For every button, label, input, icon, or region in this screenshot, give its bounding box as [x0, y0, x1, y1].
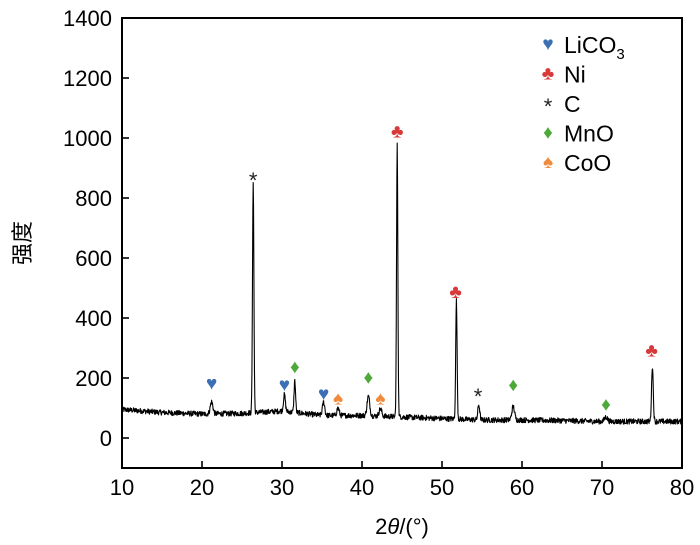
y-tick-label: 200: [75, 366, 112, 391]
x-tick-label: 20: [190, 475, 214, 500]
y-tick-label: 1400: [63, 6, 112, 31]
peak-marker: ♦: [508, 375, 518, 396]
legend-label: Ni: [564, 62, 586, 88]
legend-label-text: C: [564, 91, 581, 117]
legend-label-text: MnO: [564, 121, 614, 147]
peak-marker: ♣: [391, 122, 403, 143]
axis-ticks: 10 20 30 40 50 60 70 80020040060080010001200140…: [63, 6, 694, 500]
legend-label: C: [564, 91, 581, 117]
y-tick-label: 1000: [63, 126, 112, 151]
peak-marker: ♣: [645, 341, 657, 362]
x-tick-label: 30: [270, 475, 294, 500]
peak-marker: ♣: [449, 282, 461, 303]
x-axis-title: 2θ/(°): [375, 514, 429, 539]
y-tick-label: 0: [100, 426, 112, 451]
peak-marker: ♥: [279, 375, 290, 396]
peak-marker: *: [249, 168, 258, 193]
plot-frame: [121, 17, 683, 469]
x-tick-label: 40: [350, 475, 374, 500]
x-tick-label: 60: [510, 475, 534, 500]
peak-marker: ♥: [206, 374, 217, 395]
y-tick-label: 800: [75, 186, 112, 211]
x-tick-label: 10: [110, 475, 134, 500]
peak-markers: ♥*♥♦♥ ♠♦♠♣♣* ♦♦♣: [206, 122, 658, 416]
y-tick-label: 1200: [63, 66, 112, 91]
y-tick-label: 600: [75, 246, 112, 271]
legend-label: LiCO3: [564, 32, 625, 63]
x-axis-title-suffix: /(°): [399, 514, 429, 539]
peak-marker: ♦: [290, 357, 300, 378]
xrd-pattern-line: [121, 142, 683, 425]
x-tick-label: 80: [670, 475, 694, 500]
peak-marker: ♥: [318, 384, 329, 405]
peak-marker: ♦: [601, 395, 611, 416]
legend-symbol: ♣: [542, 64, 554, 85]
series-layer: [121, 142, 683, 425]
peak-marker: ♦: [364, 368, 374, 389]
x-tick-label: 70: [590, 475, 614, 500]
legend-label-text: CoO: [564, 150, 611, 176]
legend-symbol: ♦: [543, 123, 553, 144]
legend-label: MnO: [564, 121, 614, 147]
legend-label-text: LiCO: [564, 32, 616, 58]
plot-border: [121, 17, 683, 469]
y-tick-label: 400: [75, 306, 112, 331]
legend: ♥ LiCO3 ♣ Ni * C ♦ MnO ♠ CoO: [542, 32, 625, 176]
legend-label-text: Ni: [564, 62, 586, 88]
peak-marker: *: [474, 384, 483, 409]
legend-label: CoO: [564, 150, 611, 176]
legend-symbol: ♠: [543, 152, 553, 173]
x-axis-title-prefix: 2: [375, 514, 387, 539]
y-axis-title: 强度: [10, 221, 35, 265]
peak-marker: ♠: [333, 389, 343, 410]
x-tick-label: 50: [430, 475, 454, 500]
legend-symbol: *: [544, 94, 553, 119]
peak-marker: ♠: [375, 389, 385, 410]
legend-label-subscript: 3: [616, 46, 624, 63]
x-axis-title-var: θ: [387, 514, 399, 539]
legend-symbol: ♥: [542, 34, 553, 55]
